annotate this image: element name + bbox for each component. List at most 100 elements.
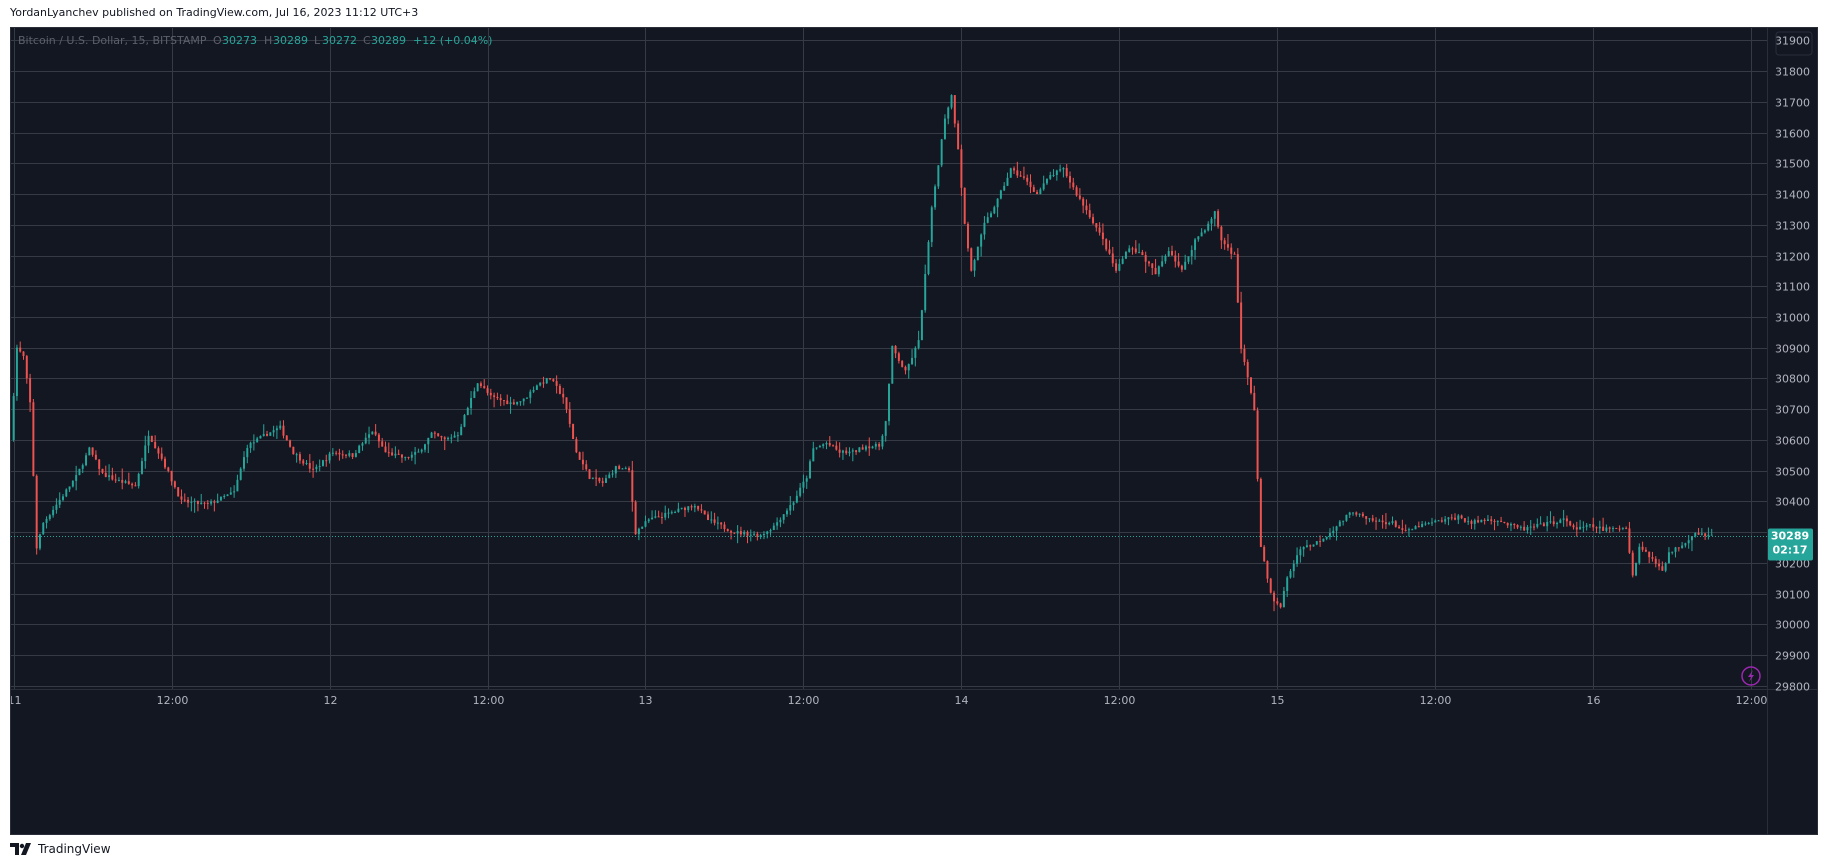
candle	[1003, 182, 1006, 192]
candle	[1361, 511, 1364, 518]
chart-panel[interactable]: 2980029900300003010030200303003040030500…	[10, 27, 1818, 835]
candlestick-chart[interactable]: 2980029900300003010030200303003040030500…	[11, 28, 1817, 834]
candle	[292, 446, 295, 455]
candle	[861, 444, 864, 450]
candle	[1342, 520, 1345, 526]
candle	[891, 345, 894, 384]
candle	[391, 448, 394, 456]
y-tick-label: 31100	[1775, 281, 1810, 294]
candle	[1309, 544, 1312, 551]
candle	[371, 431, 374, 435]
candle	[167, 466, 170, 473]
legend-high-label: H	[264, 34, 272, 47]
candle	[1368, 518, 1371, 523]
candle	[1565, 515, 1568, 527]
candle	[565, 397, 568, 414]
y-tick-label: 29900	[1775, 650, 1810, 663]
candle	[1602, 517, 1605, 532]
candle	[460, 423, 463, 436]
countdown-value: 02:17	[1772, 544, 1807, 557]
candle	[973, 258, 976, 277]
candle	[55, 498, 58, 514]
candle	[358, 444, 361, 454]
price-axis: 2980029900300003010030200303003040030500…	[1775, 35, 1810, 694]
candle	[1407, 527, 1410, 537]
candle	[953, 95, 956, 128]
candle	[246, 444, 249, 464]
candle	[1434, 519, 1437, 523]
candle	[1078, 188, 1081, 201]
candle	[1207, 221, 1210, 232]
lightning-icon[interactable]	[1741, 666, 1761, 686]
scale-button[interactable]	[1775, 31, 1813, 56]
candle	[440, 435, 443, 442]
candle	[1431, 517, 1433, 526]
candle	[308, 454, 311, 473]
candle	[479, 381, 482, 389]
candle	[1210, 216, 1213, 231]
candle	[1184, 254, 1187, 270]
candle	[697, 505, 700, 512]
candle	[1065, 163, 1068, 178]
candle	[690, 504, 693, 511]
candle	[1203, 229, 1206, 234]
candle	[121, 468, 124, 490]
candle	[38, 533, 41, 551]
candle	[762, 531, 765, 540]
candle	[1549, 511, 1552, 524]
candle	[1615, 527, 1618, 529]
x-tick-label: 12	[324, 694, 338, 707]
candle	[1625, 526, 1628, 530]
candle	[1621, 527, 1624, 531]
candle	[1075, 185, 1078, 197]
candle	[999, 189, 1002, 200]
candle	[1414, 525, 1417, 530]
candle	[604, 474, 607, 483]
candle	[805, 475, 808, 489]
candle	[1319, 535, 1322, 547]
candle	[1240, 291, 1243, 354]
last-price-tag: 30289 02:17	[1768, 528, 1813, 561]
candle	[1151, 263, 1154, 276]
candle	[252, 434, 255, 451]
candle	[1042, 175, 1045, 191]
candle	[966, 221, 969, 252]
candle	[81, 463, 84, 474]
candle	[243, 451, 245, 472]
candle	[1358, 513, 1361, 518]
candle	[960, 144, 963, 196]
candle	[914, 346, 917, 367]
candle	[1092, 213, 1095, 225]
candle	[1635, 562, 1638, 577]
candle	[809, 459, 812, 479]
candle	[259, 435, 262, 439]
candle	[621, 467, 624, 470]
candle	[206, 500, 209, 510]
y-tick-label: 31000	[1775, 312, 1810, 325]
candle	[812, 441, 815, 462]
candle	[394, 446, 397, 459]
candle	[799, 482, 802, 498]
y-tick-label: 30000	[1775, 619, 1810, 632]
candle	[1128, 245, 1131, 253]
candle	[874, 441, 877, 450]
candle	[1477, 515, 1480, 524]
candle	[22, 351, 25, 360]
footer-brand[interactable]: TradingView	[38, 842, 111, 856]
tradingview-logo-icon[interactable]	[10, 842, 32, 856]
candle	[1187, 256, 1190, 265]
candle	[1157, 265, 1160, 277]
legend-close-label: C	[363, 34, 371, 47]
candle	[1542, 522, 1545, 527]
candle	[1575, 521, 1578, 537]
candle	[1519, 525, 1522, 531]
candle	[611, 469, 614, 478]
candle	[1424, 521, 1427, 526]
y-tick-label: 30700	[1775, 404, 1810, 417]
candle	[713, 512, 716, 526]
candle	[1417, 521, 1420, 528]
candle	[1490, 516, 1493, 525]
candle	[1250, 377, 1252, 395]
candle	[841, 449, 844, 460]
candle	[249, 441, 252, 453]
